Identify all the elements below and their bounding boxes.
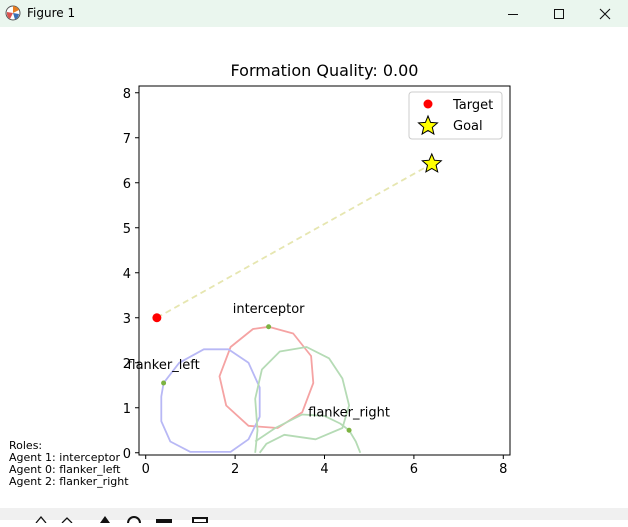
plot-area	[152, 152, 443, 454]
y-tick-label: 3	[123, 312, 131, 327]
window-title: Figure 1	[27, 6, 76, 20]
navigation-toolbar	[0, 508, 628, 527]
y-tick-label: 7	[123, 132, 131, 147]
plot-canvas: 0 2 4 6 8 0 1 2 3 4 5 6 7 8 interceptor flanker_leftfla…	[123, 85, 511, 477]
matplotlib-icon	[5, 5, 21, 21]
title-bar: Figure 1	[0, 0, 628, 27]
trajectory-flanker_right	[254, 346, 350, 454]
role-line: Agent 2: flanker_right	[9, 475, 129, 488]
trajectory-interceptor	[218, 325, 315, 429]
close-button[interactable]	[582, 0, 628, 27]
legend-label-goal: Goal	[453, 119, 483, 134]
minimize-icon	[508, 13, 518, 15]
y-tick-label: 0	[123, 447, 131, 462]
home-icon[interactable]	[35, 515, 47, 524]
agent-label-interceptor: interceptor	[233, 302, 305, 317]
maximize-button[interactable]	[536, 0, 582, 27]
trajectory-flanker_right_inner	[254, 413, 362, 454]
roles-heading: Roles:	[9, 439, 43, 452]
agent-point-interceptor	[266, 324, 272, 330]
goal-star	[421, 152, 443, 173]
agent-point-flanker_left	[161, 380, 167, 386]
x-tick-label: 2	[231, 462, 239, 477]
x-tick-label: 0	[142, 462, 150, 477]
back-icon[interactable]	[61, 517, 73, 524]
y-tick-label: 5	[123, 222, 131, 237]
target-goal-line	[156, 163, 433, 319]
save-icon[interactable]	[192, 517, 208, 524]
y-tick-label: 8	[123, 87, 131, 102]
trajectory-flanker_left	[160, 348, 261, 453]
legend-marker-target	[423, 99, 433, 109]
legend-marker-goal	[417, 114, 439, 136]
agent-label-flanker_left: flanker_left	[127, 358, 199, 373]
maximize-icon	[554, 8, 564, 19]
x-tick-label: 6	[410, 462, 418, 477]
agent-point-flanker_right	[346, 427, 352, 433]
role-line: Agent 1: interceptor	[9, 451, 121, 464]
y-tick-label: 1	[123, 402, 131, 417]
y-tick-label: 4	[123, 267, 131, 282]
x-tick-label: 4	[320, 462, 328, 477]
minimize-button[interactable]	[490, 0, 536, 27]
legend-label-target: Target	[452, 98, 493, 113]
roles-panel: Roles: Agent 1: interceptor Agent 0: fla…	[9, 440, 129, 488]
y-tick-label: 2	[123, 357, 131, 372]
role-line: Agent 0: flanker_left	[9, 463, 121, 476]
close-icon	[599, 8, 611, 19]
y-tick-label: 6	[123, 177, 131, 192]
chart-title: Formation Quality: 0.00	[230, 61, 419, 80]
zoom-icon[interactable]	[127, 516, 141, 527]
x-tick-label: 8	[499, 462, 507, 477]
toolbar-icons	[35, 515, 208, 527]
agent-label-flanker_right: flanker_right	[308, 405, 390, 420]
target-point	[152, 313, 162, 323]
axes-frame	[138, 85, 511, 456]
